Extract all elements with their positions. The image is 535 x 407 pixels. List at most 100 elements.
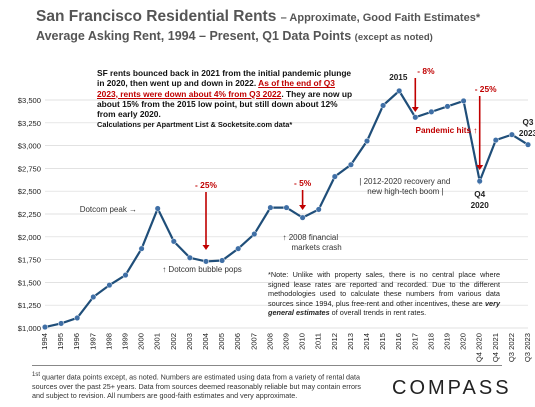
data-point: [380, 102, 387, 109]
x-tick-label: 2015: [378, 333, 387, 350]
arrow-2010-drop-head: [299, 205, 307, 210]
summary-box: SF rents bounced back in 2021 from the i…: [97, 68, 357, 131]
x-tick-label: Q3 2023: [523, 333, 532, 362]
data-point: [90, 293, 97, 301]
summary-text-1: SF rents bounced back in 2021 from the i…: [97, 68, 352, 89]
x-tick-label: Q4 2020: [475, 333, 484, 362]
y-tick-label: $1,000: [18, 324, 41, 333]
annotation-label: ↑ 2008 financial: [283, 233, 339, 242]
footer-sup: 1st: [32, 372, 41, 378]
chart-subtitle-main: Average Asking Rent, 1994 – Present, Q1 …: [36, 29, 352, 43]
annotation-label: Q4: [474, 190, 485, 199]
y-tick-label: $1,500: [18, 278, 41, 287]
footer-text: quarter data points except, as noted. Nu…: [32, 372, 361, 400]
data-point: [235, 245, 242, 252]
x-tick-label: 2006: [233, 333, 242, 350]
data-point: [122, 272, 129, 279]
annotation-label: ↑ Dotcom bubble pops: [162, 265, 242, 274]
data-point: [41, 324, 49, 331]
x-tick-label: 2020: [459, 333, 468, 350]
y-tick-label: $2,500: [18, 187, 41, 196]
x-tick-label: 2012: [330, 333, 339, 350]
data-point: [267, 204, 274, 211]
y-tick-label: $2,250: [18, 210, 41, 219]
x-tick-label: 2016: [394, 333, 403, 350]
arrow-dotcom-drop-head: [202, 245, 210, 250]
chart-subtitle: Average Asking Rent, 1994 – Present, Q1 …: [36, 29, 531, 43]
x-tick-label: Q4 2021: [491, 333, 500, 362]
x-tick-label: 1995: [56, 333, 65, 350]
data-point: [138, 245, 145, 252]
chart-header: San Francisco Residential Rents – Approx…: [36, 8, 531, 43]
chart-subtitle-suffix: (except as noted): [354, 32, 433, 43]
x-tick-label: 2019: [443, 333, 452, 350]
annotation-label: - 8%: [417, 66, 435, 76]
x-tick-label: 2013: [346, 333, 355, 350]
footer-divider: [32, 365, 502, 366]
x-tick-label: 2010: [298, 333, 307, 350]
x-tick-label: 2014: [362, 333, 371, 350]
annotation-label: new high-tech boom |: [367, 187, 443, 196]
data-point: [347, 161, 354, 168]
y-tick-label: $1,250: [18, 301, 41, 310]
footer-disclaimer: 1st quarter data points except, as noted…: [32, 371, 372, 400]
annotation-label: 2023: [519, 129, 535, 138]
y-tick-label: $2,000: [18, 233, 41, 242]
annotation-label: 2015: [389, 73, 408, 82]
x-tick-label: 2007: [249, 333, 258, 350]
data-point: [186, 254, 193, 261]
data-point: [170, 238, 177, 245]
data-point: [154, 205, 161, 212]
y-tick-label: $1,750: [18, 256, 41, 265]
note-emphasis: very general estimates: [268, 298, 500, 318]
data-point: [508, 131, 515, 138]
note-text-2: of overall trends in rent rates.: [329, 308, 427, 318]
x-tick-label: 2001: [153, 333, 162, 350]
x-tick-label: 1996: [72, 333, 81, 350]
annotation-label: - 25%: [475, 84, 497, 94]
data-point: [492, 137, 499, 144]
data-point: [428, 108, 435, 115]
annotation-label: - 5%: [294, 178, 312, 188]
data-point: [460, 97, 467, 104]
y-tick-label: $2,750: [18, 164, 41, 173]
x-tick-label: 2002: [169, 333, 178, 350]
x-tick-label: 1994: [40, 333, 49, 350]
x-tick-label: 2018: [426, 333, 435, 350]
x-tick-label: 1997: [88, 333, 97, 350]
y-tick-label: $3,000: [18, 142, 41, 151]
arrow-pandemic-drop-head: [476, 165, 484, 170]
annotation-label: markets crash: [292, 243, 342, 252]
annotation-label: Pandemic hits ↑: [416, 126, 478, 135]
data-point: [331, 173, 338, 180]
data-point: [106, 282, 113, 289]
annotation-label: Dotcom peak →: [80, 205, 137, 214]
x-tick-label: 2008: [265, 333, 274, 350]
chart-title-main: San Francisco Residential Rents: [36, 8, 277, 25]
chart-title-suffix: – Approximate, Good Faith Estimates*: [280, 12, 481, 24]
y-tick-label: $3,250: [18, 119, 41, 128]
x-tick-label: 2017: [410, 333, 419, 350]
x-tick-label: 1998: [104, 333, 113, 350]
data-point: [363, 137, 371, 145]
data-point: [283, 204, 290, 211]
summary-text-2: . They are now up about 15% from the 201…: [97, 88, 353, 120]
methodology-note: *Note: Unlike with property sales, there…: [268, 270, 500, 318]
data-point: [219, 257, 226, 264]
x-tick-label: Q3 2022: [507, 333, 516, 362]
data-point: [396, 87, 403, 94]
data-point: [524, 141, 532, 148]
data-point: [74, 314, 81, 322]
summary-text-highlight: As of the end of Q3 2023, rents were dow…: [97, 78, 335, 99]
x-tick-label: 2004: [201, 333, 210, 350]
data-point: [315, 206, 322, 213]
data-point: [412, 114, 419, 121]
x-tick-label: 2003: [185, 333, 194, 350]
annotation-label: Q3: [523, 118, 534, 127]
note-text-1: *Note: Unlike with property sales, there…: [268, 270, 500, 308]
annotation-label: | 2012-2020 recovery and: [359, 177, 450, 186]
x-tick-label: 2011: [314, 333, 323, 349]
summary-source: Calculations per Apartment List & Socket…: [97, 120, 293, 130]
y-tick-label: $3,500: [18, 96, 41, 105]
